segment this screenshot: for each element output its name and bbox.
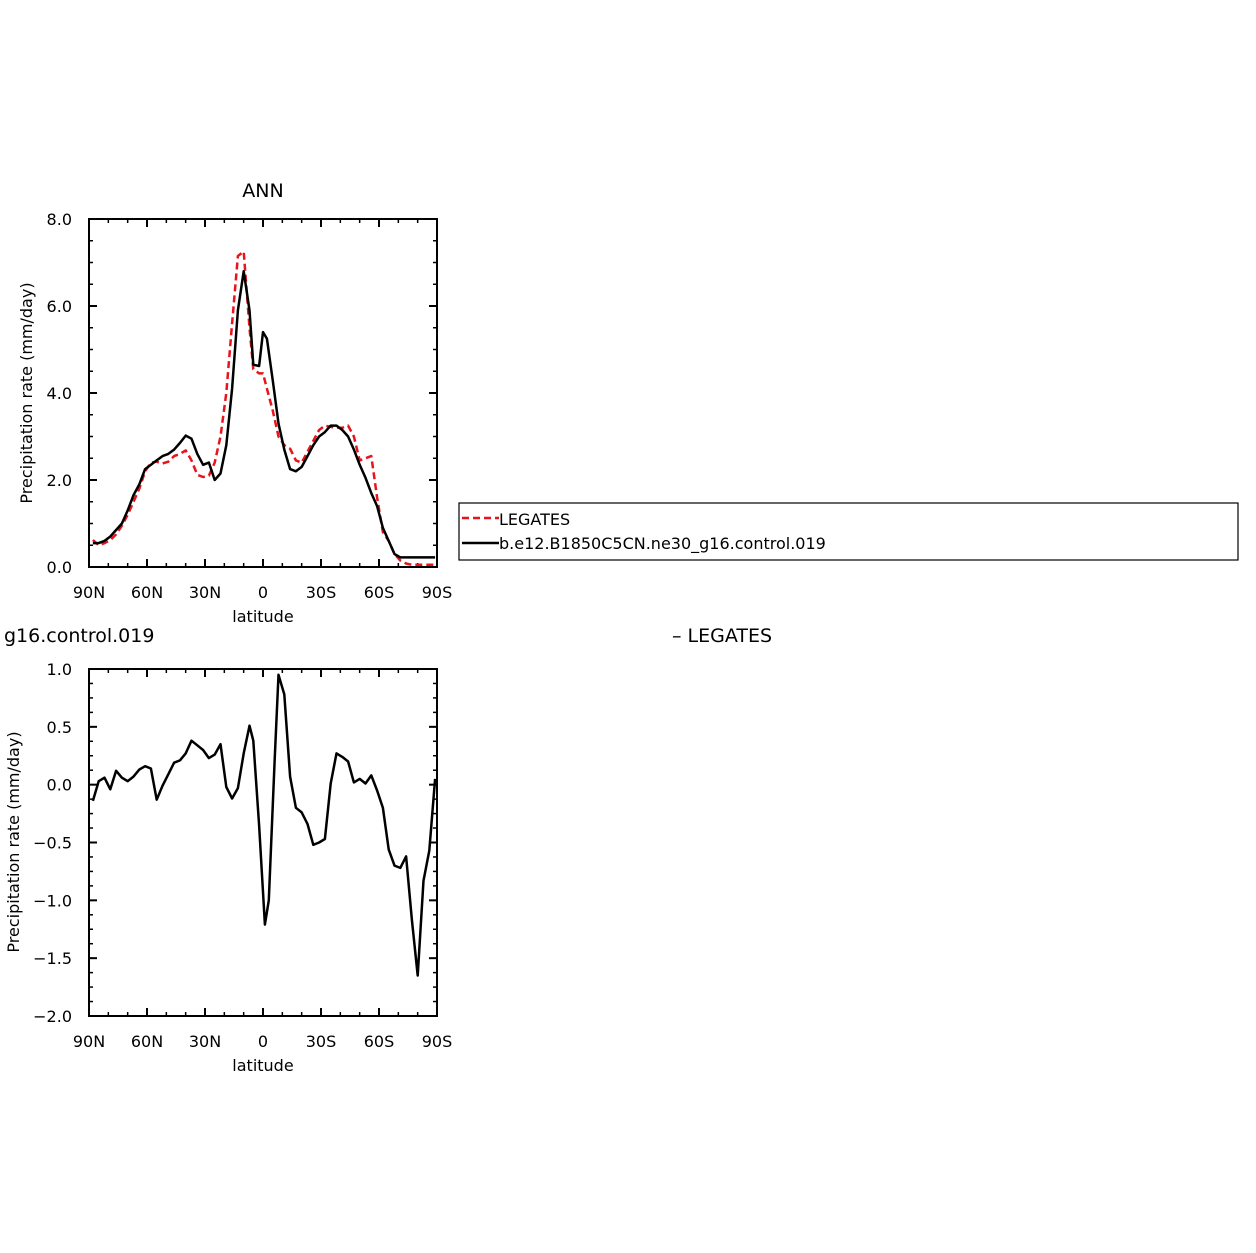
- top-series-line-0: [92, 250, 436, 567]
- bottom-plot-frame: [88, 668, 438, 1017]
- bottom-y-tick-label: −2.0: [33, 1007, 72, 1026]
- bottom-y-tick-label: −0.5: [33, 834, 72, 853]
- top-plot-title: ANN: [242, 180, 283, 202]
- top-x-tick-label: 90N: [73, 583, 105, 602]
- top-y-tick-label: 8.0: [47, 210, 72, 229]
- top-plot: ANN 90N 60N 30N 0 30S 60S 90S 0.0 2.0 4.0 6.0 8.0 l…: [17, 180, 452, 626]
- top-x-axis-title: latitude: [232, 607, 293, 626]
- bottom-plot-title-left: g16.control.019: [4, 625, 154, 647]
- bottom-x-tick-label: 30S: [306, 1032, 337, 1051]
- bottom-y-tick-label: −1.0: [33, 891, 72, 910]
- top-plot-frame: [88, 218, 438, 568]
- top-y-tick-label: 4.0: [47, 384, 72, 403]
- bottom-series-line-0: [91, 673, 437, 977]
- top-x-tick-label: 30N: [189, 583, 221, 602]
- bottom-plot-title-right: – LEGATES: [672, 625, 772, 647]
- legend-box: [458, 502, 1239, 561]
- bottom-y-tick-label: −1.5: [33, 949, 72, 968]
- legend-label-model: b.e12.B1850C5CN.ne30_g16.control.019: [499, 534, 826, 554]
- bottom-x-tick-label: 90S: [422, 1032, 453, 1051]
- bottom-y-tick-label: 1.0: [47, 660, 72, 679]
- bottom-x-tick-label: 0: [258, 1032, 268, 1051]
- top-x-tick-label: 90S: [422, 583, 453, 602]
- legend-label-legates: LEGATES: [499, 510, 570, 529]
- top-y-tick-label: 0.0: [47, 558, 72, 577]
- top-x-tick-label: 30S: [306, 583, 337, 602]
- top-x-tick-label: 0: [258, 583, 268, 602]
- bottom-x-tick-label: 60S: [364, 1032, 395, 1051]
- bottom-y-axis-title: Precipitation rate (mm/day): [4, 731, 23, 952]
- bottom-y-tick-label: 0.0: [47, 776, 72, 795]
- bottom-y-tick-label: 0.5: [47, 718, 72, 737]
- top-y-tick-label: 6.0: [47, 297, 72, 316]
- top-x-tick-label: 60S: [364, 583, 395, 602]
- bottom-x-tick-label: 90N: [73, 1032, 105, 1051]
- top-series-line-1: [92, 269, 436, 559]
- bottom-plot: g16.control.019 – LEGATES 90N 60N 30N 0 30S 6…: [4, 625, 772, 1075]
- top-y-tick-label: 2.0: [47, 471, 72, 490]
- bottom-x-tick-label: 30N: [189, 1032, 221, 1051]
- bottom-x-tick-label: 60N: [131, 1032, 163, 1051]
- legend: LEGATES b.e12.B1850C5CN.ne30_g16.control…: [458, 502, 1239, 561]
- top-y-axis-title: Precipitation rate (mm/day): [17, 282, 36, 503]
- bottom-x-axis-title: latitude: [232, 1056, 293, 1075]
- top-x-tick-label: 60N: [131, 583, 163, 602]
